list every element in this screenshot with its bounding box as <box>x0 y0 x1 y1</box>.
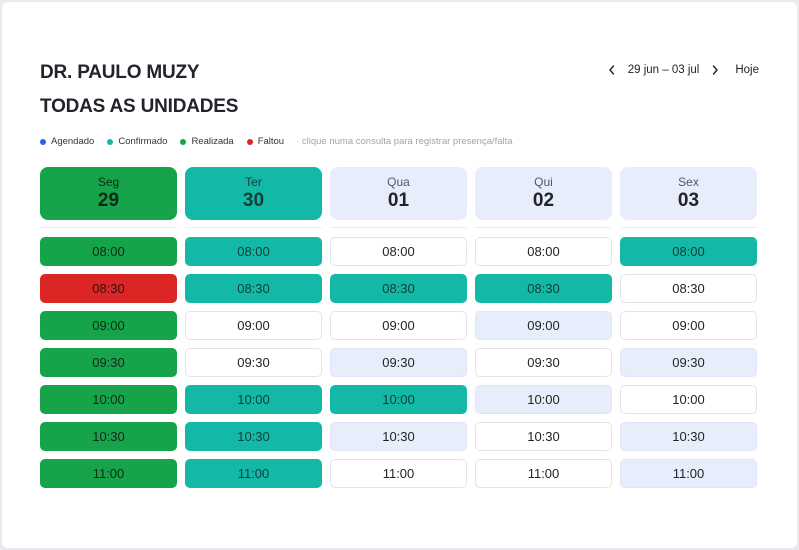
time-slot[interactable]: 10:00 <box>185 385 322 414</box>
time-slot[interactable]: 08:00 <box>185 237 322 266</box>
time-slot[interactable]: 10:30 <box>185 422 322 451</box>
day-name: Qua <box>387 175 410 189</box>
legend-item-confirmado: Confirmado <box>107 136 167 147</box>
time-slot[interactable]: 08:00 <box>620 237 757 266</box>
chevron-right-icon[interactable] <box>705 62 725 78</box>
week-navigation: 29 jun – 03 jul Hoje <box>602 62 759 78</box>
week-grid: Seg 29 08:00 08:30 09:00 09:30 10:00 10:30 11:00… <box>40 167 757 496</box>
time-slot[interactable]: 10:00 <box>40 385 177 414</box>
time-slot[interactable]: 11:00 <box>330 459 467 488</box>
doctor-name: DR. PAULO MUZY <box>40 62 200 83</box>
time-slot[interactable]: 11:00 <box>620 459 757 488</box>
legend-label: Realizada <box>191 136 234 147</box>
day-name: Qui <box>534 175 553 189</box>
day-column-sex: Sex 03 08:00 08:30 09:00 09:30 10:00 10:30 11:00 <box>620 167 757 496</box>
time-slot[interactable]: 09:30 <box>40 348 177 377</box>
day-column-qua: Qua 01 08:00 08:30 09:00 09:30 10:00 10:30 11:00 <box>330 167 467 496</box>
today-button[interactable]: Hoje <box>735 64 759 76</box>
legend-item-agendado: Agendado <box>40 136 94 147</box>
time-slot[interactable]: 09:30 <box>185 348 322 377</box>
day-header[interactable]: Sex 03 <box>620 167 757 220</box>
day-column-qui: Qui 02 08:00 08:30 09:00 09:30 10:00 10:30 11:00 <box>475 167 612 496</box>
day-column-ter: Ter 30 08:00 08:30 09:00 09:30 10:00 10:30 11:00 <box>185 167 322 496</box>
time-slot[interactable]: 10:00 <box>475 385 612 414</box>
day-name: Seg <box>97 175 120 189</box>
day-number: 29 <box>97 190 120 211</box>
legend-dot-icon <box>40 138 46 145</box>
time-slot[interactable]: 11:00 <box>40 459 177 488</box>
time-slot[interactable]: 09:00 <box>475 311 612 340</box>
time-slot[interactable]: 10:00 <box>620 385 757 414</box>
day-number: 02 <box>532 190 555 211</box>
time-slot[interactable]: 10:30 <box>40 422 177 451</box>
legend-item-faltou: Faltou <box>246 136 285 147</box>
time-slot[interactable]: 09:00 <box>185 311 322 340</box>
time-slot[interactable]: 10:30 <box>330 422 467 451</box>
unit-title: TODAS AS UNIDADES <box>40 96 239 117</box>
legend-label: Confirmado <box>118 136 168 147</box>
divider <box>475 227 612 228</box>
day-number: 01 <box>387 190 410 211</box>
legend-label: Faltou <box>257 136 285 147</box>
time-slot[interactable]: 11:00 <box>185 459 322 488</box>
legend-item-realizada: Realizada <box>180 136 234 147</box>
time-slot[interactable]: 08:30 <box>40 274 177 303</box>
legend-hint: · clique numa consulta para registrar pr… <box>296 136 513 147</box>
time-slot[interactable]: 09:30 <box>620 348 757 377</box>
time-slot[interactable]: 09:00 <box>40 311 177 340</box>
status-legend: Agendado Confirmado Realizada Faltou · cliqu… <box>40 136 513 147</box>
divider <box>330 227 467 228</box>
day-column-seg: Seg 29 08:00 08:30 09:00 09:30 10:00 10:30 11:00 <box>40 167 177 496</box>
divider <box>40 227 177 228</box>
divider <box>620 227 757 228</box>
time-slot[interactable]: 08:30 <box>475 274 612 303</box>
legend-dot-icon <box>180 138 187 145</box>
time-slot[interactable]: 10:30 <box>475 422 612 451</box>
time-slot[interactable]: 10:00 <box>330 385 467 414</box>
day-header[interactable]: Seg 29 <box>40 167 177 220</box>
day-number: 30 <box>242 190 265 211</box>
day-name: Ter <box>245 175 262 189</box>
week-range: 29 jun – 03 jul <box>627 64 700 76</box>
day-number: 03 <box>677 190 700 211</box>
day-header[interactable]: Qui 02 <box>475 167 612 220</box>
time-slot[interactable]: 10:30 <box>620 422 757 451</box>
time-slot[interactable]: 08:30 <box>330 274 467 303</box>
day-header[interactable]: Ter 30 <box>185 167 322 220</box>
time-slot[interactable]: 09:00 <box>620 311 757 340</box>
divider <box>185 227 322 228</box>
time-slot[interactable]: 08:00 <box>475 237 612 266</box>
legend-label: Agendado <box>51 136 95 147</box>
time-slot[interactable]: 08:30 <box>185 274 322 303</box>
time-slot[interactable]: 08:00 <box>330 237 467 266</box>
time-slot[interactable]: 09:00 <box>330 311 467 340</box>
legend-dot-icon <box>246 138 253 145</box>
time-slot[interactable]: 09:30 <box>475 348 612 377</box>
legend-dot-icon <box>107 138 114 145</box>
chevron-left-icon[interactable] <box>602 62 622 78</box>
time-slot[interactable]: 11:00 <box>475 459 612 488</box>
day-name: Sex <box>678 175 699 189</box>
day-header[interactable]: Qua 01 <box>330 167 467 220</box>
time-slot[interactable]: 08:30 <box>620 274 757 303</box>
time-slot[interactable]: 08:00 <box>40 237 177 266</box>
time-slot[interactable]: 09:30 <box>330 348 467 377</box>
